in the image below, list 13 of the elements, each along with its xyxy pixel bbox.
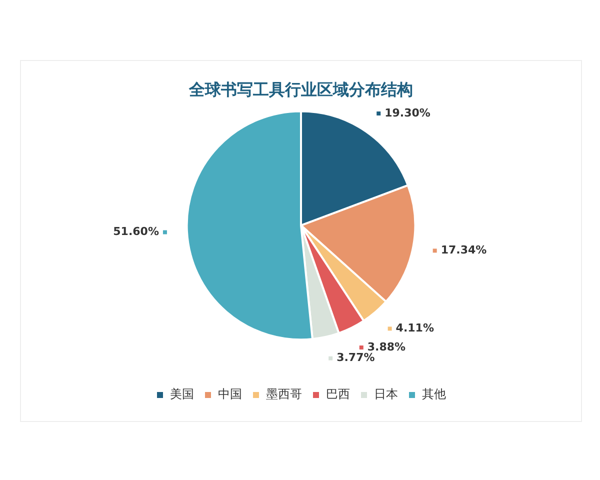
chart-title: 全球书写工具行业区域分布结构 [188, 80, 413, 99]
data-label: 19.30% [384, 106, 430, 120]
legend-label: 巴西 [326, 387, 350, 402]
data-label: 3.88% [367, 340, 406, 354]
legend-label: 墨西哥 [266, 387, 302, 402]
legend-label: 日本 [374, 387, 398, 402]
data-label: 4.11% [396, 322, 434, 335]
legend-label: 美国 [170, 387, 194, 402]
legend-label: 其他 [422, 387, 446, 402]
data-label: 3.77% [336, 351, 375, 364]
data-label: 51.60% [113, 225, 159, 238]
data-label: 17.34% [440, 244, 487, 257]
legend-label: 中国 [218, 387, 242, 402]
